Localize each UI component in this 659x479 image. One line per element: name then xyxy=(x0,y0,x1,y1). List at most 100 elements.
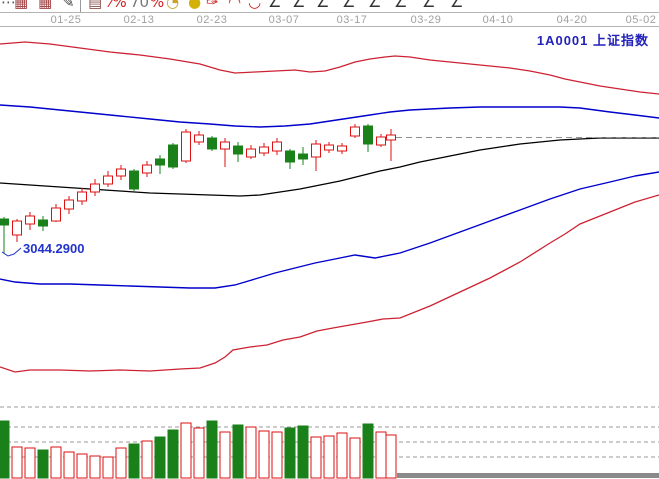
candle-body-18 xyxy=(233,145,243,155)
date-tick-01-25: 01-25 xyxy=(50,14,82,26)
low-annotation-leader xyxy=(1,247,22,257)
volume-bar-9 xyxy=(115,447,127,479)
volume-bar-25 xyxy=(323,435,335,479)
candle-body-21 xyxy=(272,141,282,152)
volume-bar-24 xyxy=(310,436,322,479)
angle-line-icon-1[interactable]: ∠ xyxy=(268,0,282,11)
angle-line-icon-4[interactable]: ∠ xyxy=(342,0,356,11)
volume-bar-30 xyxy=(385,434,397,479)
volume-bar-4 xyxy=(50,446,62,479)
date-tick-03-29: 03-29 xyxy=(410,14,442,26)
grid-edit-icon[interactable]: ▦ xyxy=(38,0,53,11)
candle-body-5 xyxy=(64,199,74,210)
angle-line-icon-5[interactable]: ∠ xyxy=(368,0,381,12)
volume-bar-28 xyxy=(362,423,374,479)
candle-body-13 xyxy=(168,144,178,168)
candle-body-28 xyxy=(363,125,373,145)
date-axis: 01-25 02-13 02-23 03-07 03-17 03-29 04-10 04-20… xyxy=(0,12,659,27)
volume-bar-14 xyxy=(180,422,192,479)
volume-bar-15 xyxy=(193,427,205,479)
candle-body-30 xyxy=(386,134,396,141)
angle-line-icon-6[interactable]: ∠ xyxy=(394,0,407,12)
candle-body-26 xyxy=(337,145,347,152)
horizontal-scrollbar-strip[interactable] xyxy=(397,473,659,478)
angle-line-icon-2[interactable]: ∠ xyxy=(292,0,306,11)
candle-body-10 xyxy=(129,170,139,190)
band-red-lower xyxy=(0,194,659,373)
angle-line-icon-7[interactable]: ∠ xyxy=(422,0,436,11)
date-tick-03-17: 03-17 xyxy=(336,14,368,26)
volume-bar-19 xyxy=(245,426,257,479)
gold-line-icon[interactable]: ● xyxy=(188,0,201,12)
candle-body-17 xyxy=(220,141,230,150)
candle-body-23 xyxy=(298,153,308,160)
candle-body-8 xyxy=(103,175,113,185)
volume-bar-2 xyxy=(24,447,36,479)
volume-bar-11 xyxy=(141,440,153,479)
candle-body-27 xyxy=(350,126,360,137)
candle-body-14 xyxy=(181,131,191,162)
volume-bar-29 xyxy=(375,431,387,479)
band-tool-icon[interactable]: ◡ xyxy=(248,0,261,12)
form-table-icon[interactable]: ▤ xyxy=(88,0,103,11)
arch-tool-icon[interactable]: ◠ xyxy=(228,0,242,11)
candle-body-6 xyxy=(77,191,87,202)
volume-bar-7 xyxy=(89,455,101,479)
candle-body-25 xyxy=(324,144,334,151)
volume-bar-6 xyxy=(76,453,88,479)
volume-bar-12 xyxy=(154,436,166,479)
candle-body-7 xyxy=(90,183,100,193)
volume-bar-16 xyxy=(206,420,218,479)
pencil-icon[interactable]: ✎ xyxy=(62,0,75,11)
pie-tool-icon[interactable]: ◔ xyxy=(166,0,180,11)
grid-table-icon[interactable]: ▦ xyxy=(14,0,29,11)
angle-line-icon-3[interactable]: ∠ xyxy=(316,0,330,11)
date-tick-02-23: 02-23 xyxy=(196,14,228,26)
volume-bar-20 xyxy=(258,430,270,479)
low-price-label: 3044.2900 xyxy=(23,241,85,256)
date-tick-04-20: 04-20 xyxy=(556,14,588,26)
text-pen-icon[interactable]: ✑ xyxy=(206,0,219,11)
candle-body-22 xyxy=(285,150,295,163)
band-mid-black xyxy=(0,137,659,197)
volume-bar-1 xyxy=(11,446,23,479)
volume-bar-23 xyxy=(297,425,309,479)
date-tick-02-13: 02-13 xyxy=(123,14,155,26)
volume-bar-26 xyxy=(336,432,348,479)
volume-bar-0 xyxy=(0,420,10,479)
date-tick-04-10: 04-10 xyxy=(482,14,514,26)
band-blue-upper xyxy=(0,104,659,128)
candle-body-16 xyxy=(207,137,217,150)
ellipsis-icon[interactable]: ⋯ xyxy=(1,0,16,11)
volume-bar-8 xyxy=(102,456,114,479)
candle-body-0 xyxy=(0,218,9,226)
volume-bar-22 xyxy=(284,427,296,479)
candle-body-19 xyxy=(246,148,256,158)
volume-bar-17 xyxy=(219,431,231,479)
volume-bar-3 xyxy=(37,449,49,479)
candle-body-1 xyxy=(12,220,22,236)
percent-change-icon[interactable]: ⁄% xyxy=(110,0,127,11)
percent-icon[interactable]: % xyxy=(150,0,164,12)
volume-bar-21 xyxy=(271,431,283,479)
candle-body-11 xyxy=(142,164,152,174)
candle-body-12 xyxy=(155,158,165,166)
volume-bar-27 xyxy=(349,437,361,479)
angle-line-icon-8[interactable]: ∠ xyxy=(450,0,464,11)
toolbar-separator xyxy=(80,0,81,12)
toolbar: ⋯ ▦ ▦ ✎ ▤ ⁄% 70% ◔ ● ✑ ◠ ◡ ∠ ∠ ∠ ∠ ∠ ∠ ∠ ∠ xyxy=(0,0,659,12)
band-red-upper xyxy=(0,41,659,95)
candle-body-20 xyxy=(259,146,269,154)
band-blue-lower xyxy=(0,171,659,289)
number-70-icon[interactable]: 70 xyxy=(130,0,150,11)
candle-body-29 xyxy=(376,136,386,146)
volume-bar-18 xyxy=(232,424,244,479)
candle-body-4 xyxy=(51,207,61,222)
date-tick-05-02: 05-02 xyxy=(625,14,657,26)
date-tick-03-07: 03-07 xyxy=(268,14,300,26)
candle-body-3 xyxy=(38,219,48,227)
candle-body-24 xyxy=(311,143,321,158)
symbol-title: 1A0001 上证指数 xyxy=(536,33,649,48)
